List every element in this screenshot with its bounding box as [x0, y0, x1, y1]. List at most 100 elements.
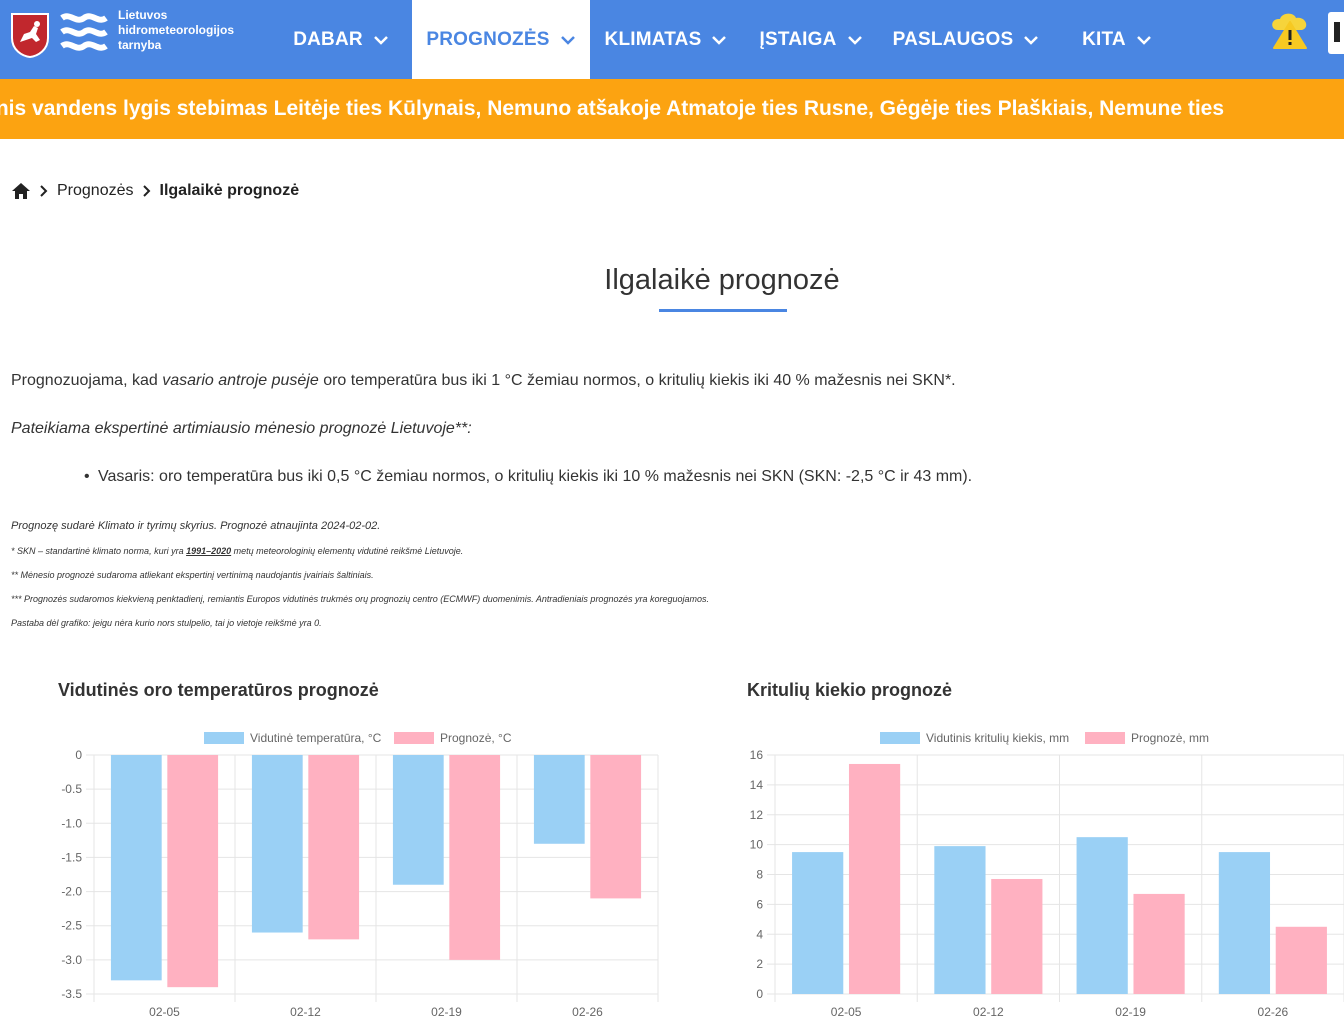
chevron-right-icon: [40, 185, 48, 197]
site-logo[interactable]: Lietuvos hidrometeorologijos tarnyba: [10, 8, 240, 58]
summary-text-a: Prognozuojama, kad: [11, 372, 163, 389]
y-tick-label: 0: [75, 748, 82, 762]
y-tick-label: -2.5: [61, 919, 82, 933]
forecast-summary: Prognozuojama, kad vasario antroje pusėj…: [11, 372, 956, 390]
x-tick-label: 02-12: [973, 1005, 1004, 1019]
home-icon[interactable]: [11, 182, 31, 200]
nav-item-prognozes[interactable]: PROGNOZĖS: [412, 0, 590, 79]
note-skn-a: * SKN – standartinė klimato norma, kuri …: [11, 546, 187, 556]
list-item: Vasaris: oro temperatūra bus iki 0,5 °C …: [84, 468, 972, 486]
nav-label: KITA: [1082, 28, 1126, 50]
y-tick-label: 16: [750, 748, 764, 762]
x-tick-label: 02-12: [290, 1005, 321, 1019]
bar-normal: [251, 755, 303, 933]
site-header: Lietuvos hidrometeorologijos tarnyba DAB…: [0, 0, 1344, 79]
news-ticker: inis vandens lygis stebimas Leitėje ties…: [0, 79, 1344, 139]
bar-forecast: [167, 755, 219, 988]
bar-forecast: [848, 763, 901, 994]
search-toggle[interactable]: [1328, 12, 1344, 54]
edge-icon: [1334, 22, 1340, 42]
legend-label: Prognozė, mm: [1131, 731, 1209, 745]
nav-item-klimatas[interactable]: KLIMATAS: [590, 0, 742, 79]
x-tick-label: 02-26: [572, 1005, 603, 1019]
monthly-forecast-intro: Pateikiama ekspertinė artimiausio mėnesi…: [11, 420, 472, 437]
chevron-down-icon: [712, 35, 727, 45]
legend-swatch: [394, 732, 434, 744]
legend-swatch: [880, 732, 920, 744]
x-tick-label: 02-05: [831, 1005, 862, 1019]
note-author: Prognozę sudarė Klimato ir tyrimų skyriu…: [11, 520, 381, 532]
chevron-down-icon: [847, 35, 862, 45]
main-nav: DABAR PROGNOZĖS KLIMATAS ĮSTAIGA PASLAUG…: [270, 0, 1182, 79]
chevron-down-icon: [373, 35, 388, 45]
y-tick-label: 0: [756, 987, 763, 1001]
bar-normal: [1076, 837, 1128, 994]
legend-label: Prognozė, °C: [440, 731, 512, 745]
nav-label: KLIMATAS: [604, 28, 702, 50]
breadcrumb-link-prognozes[interactable]: Prognozės: [57, 182, 134, 199]
nav-item-kita[interactable]: KITA: [1052, 0, 1182, 79]
nav-item-dabar[interactable]: DABAR: [270, 0, 412, 79]
waves-logo-icon: [60, 13, 108, 51]
bar-forecast: [449, 755, 501, 960]
weather-warning-icon[interactable]: [1266, 10, 1314, 50]
ticker-text: inis vandens lygis stebimas Leitėje ties…: [0, 97, 1225, 120]
nav-item-istaiga[interactable]: ĮSTAIGA: [742, 0, 880, 79]
summary-text-b: vasario antroje pusėje: [162, 372, 319, 389]
y-tick-label: 10: [750, 838, 764, 852]
logo-line-1: Lietuvos: [118, 8, 168, 22]
logo-line-3: tarnyba: [118, 38, 162, 52]
legend-swatch: [1085, 732, 1125, 744]
note-skn-c: metų meteorologinių elementų vidutinė re…: [231, 546, 464, 556]
x-tick-label: 02-05: [149, 1005, 180, 1019]
bar-normal: [1218, 852, 1271, 994]
logo-line-2: hidrometeorologijos: [118, 23, 235, 37]
bar-forecast: [1275, 926, 1327, 994]
y-tick-label: -2.0: [61, 885, 82, 899]
bar-forecast: [991, 878, 1043, 994]
page-title: Ilgalaikė prognozė: [604, 264, 840, 296]
precipitation-chart-title: Kritulių kiekio prognozė: [747, 680, 953, 700]
note-chart: Pastaba dėl grafiko: jeigu nėra kurio no…: [11, 618, 322, 628]
chevron-down-icon: [1136, 35, 1151, 45]
nav-label: ĮSTAIGA: [759, 28, 837, 50]
nav-label: PROGNOZĖS: [426, 28, 550, 50]
precipitation-chart: Vidutinis kritulių kiekis, mm Prognozė, m…: [750, 731, 1344, 1019]
temperature-chart: Vidutinė temperatūra, °C Prognozė, °C 0 -0.…: [61, 731, 659, 1019]
y-tick-label: -3.0: [61, 953, 82, 967]
y-tick-label: 8: [756, 868, 763, 882]
bar-normal: [533, 755, 585, 844]
bar-normal: [792, 852, 844, 994]
logo-text: Lietuvos hidrometeorologijos tarnyba: [118, 8, 234, 53]
chevron-down-icon: [1024, 35, 1039, 45]
note-monthly: ** Mėnesio prognozė sudaroma atliekant e…: [11, 570, 374, 580]
nav-label: PASLAUGOS: [892, 28, 1014, 50]
bar-forecast: [1133, 893, 1185, 994]
chevron-right-icon: [142, 185, 150, 197]
note-ecmwf: *** Prognozės sudaromos kiekvieną penkta…: [11, 594, 709, 604]
y-tick-label: 12: [750, 808, 764, 822]
nav-item-paslaugos[interactable]: PASLAUGOS: [880, 0, 1052, 79]
temperature-chart-title: Vidutinės oro temperatūros prognozė: [58, 680, 379, 700]
y-tick-label: -1.5: [61, 850, 82, 864]
bar-forecast: [308, 755, 360, 940]
bar-forecast: [590, 755, 642, 899]
breadcrumb: Prognozės Ilgalaikė prognozė: [11, 180, 299, 202]
legend-label: Vidutinė temperatūra, °C: [250, 731, 382, 745]
note-skn-link[interactable]: 1991–2020: [186, 546, 232, 556]
x-tick-label: 02-26: [1258, 1005, 1289, 1019]
bar-normal: [392, 755, 444, 885]
breadcrumb-current: Ilgalaikė prognozė: [159, 182, 300, 199]
legend-label: Vidutinis kritulių kiekis, mm: [926, 731, 1069, 745]
y-tick-label: 4: [756, 927, 763, 941]
summary-text-c: oro temperatūra bus iki 1 °C žemiau norm…: [318, 372, 956, 389]
chevron-down-icon: [560, 35, 575, 45]
y-tick-label: 6: [756, 897, 763, 911]
bar-normal: [934, 846, 986, 994]
x-tick-label: 02-19: [431, 1005, 462, 1019]
legend-swatch: [204, 732, 244, 744]
y-tick-label: -0.5: [61, 782, 82, 796]
x-tick-label: 02-19: [1115, 1005, 1146, 1019]
title-underline: [659, 309, 787, 312]
note-skn: * SKN – standartinė klimato norma, kuri …: [11, 546, 463, 556]
